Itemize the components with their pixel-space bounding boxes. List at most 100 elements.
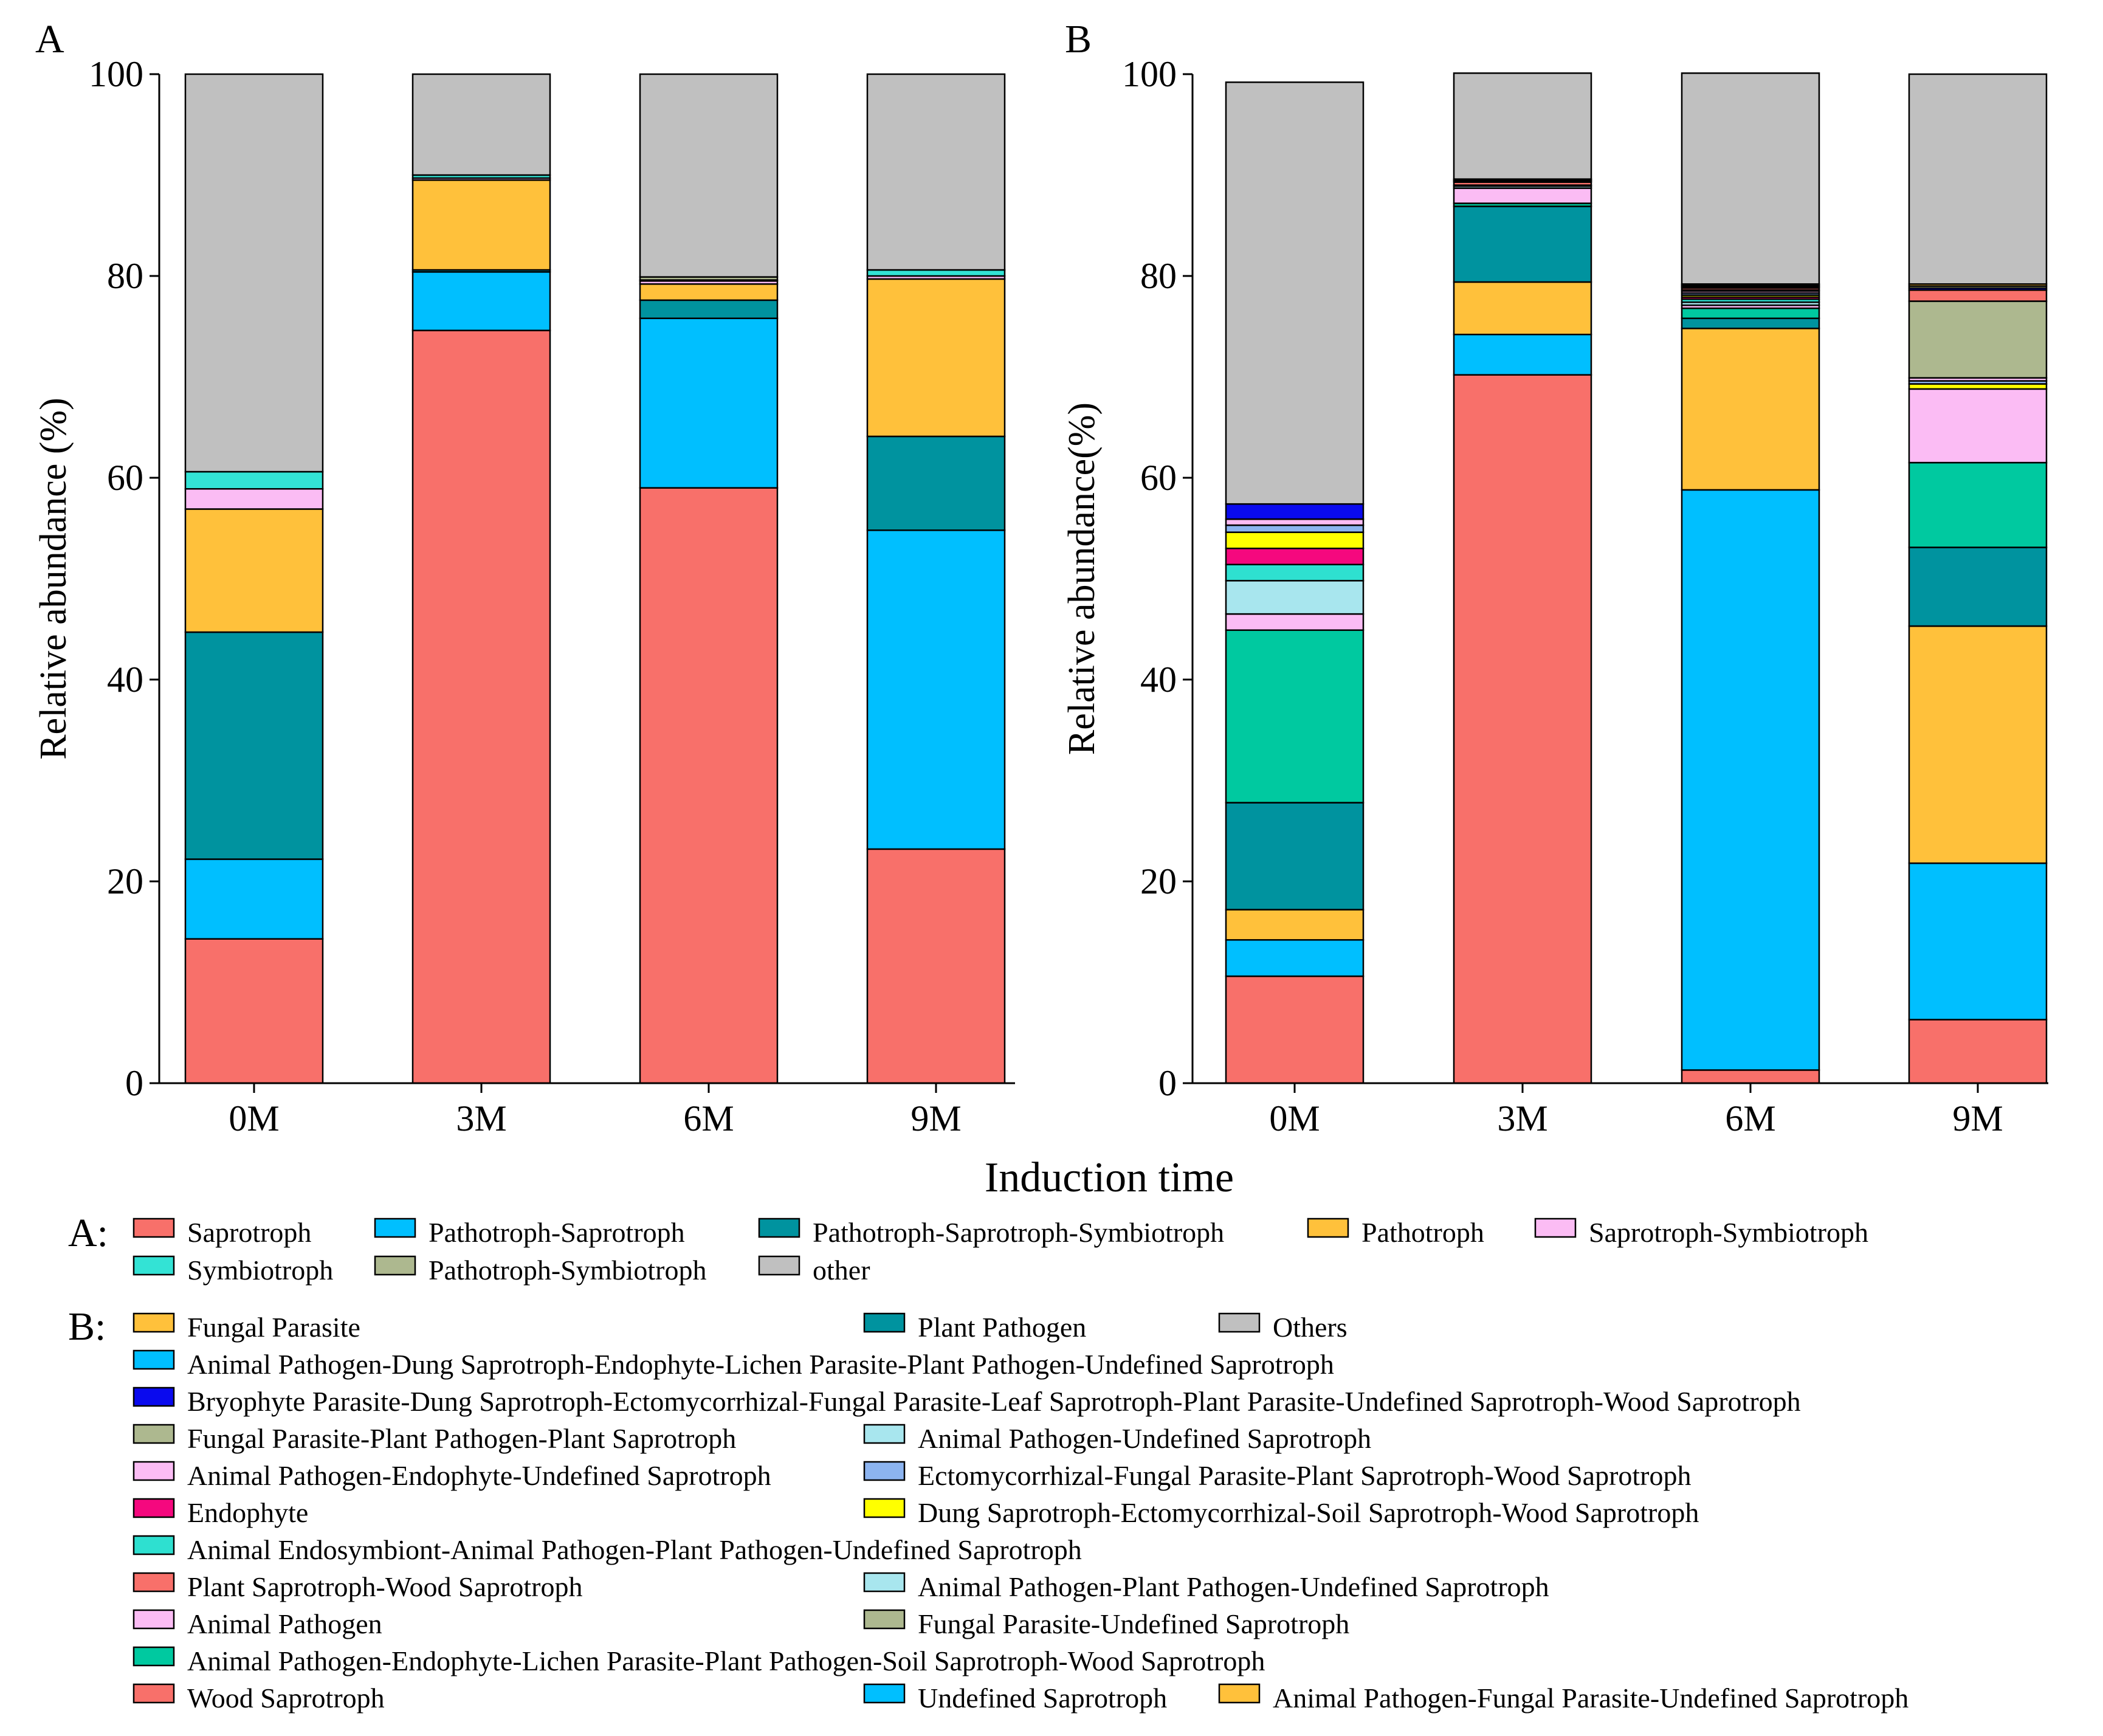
bar-segment-3m-other — [411, 73, 551, 176]
legend-swatch — [133, 1535, 175, 1555]
legend-item-ectomycorrhizal-fungal-parasite-plant-saprotroph-wood-saprotroph: Ectomycorrhizal-Fungal Parasite-Plant Sa… — [863, 1460, 1692, 1491]
x-tick-label-3m: 3M — [456, 1098, 506, 1138]
bar-segment-9m-fungal-parasite-plant-pathogen-plant-saprotroph — [1908, 300, 2048, 379]
bar-segment-6m-other — [639, 73, 779, 278]
bar-segment-6m-pathotroph-saprotroph — [639, 317, 779, 489]
bar-segment-3m-pathotroph — [411, 179, 551, 271]
legend-swatch — [133, 1498, 175, 1518]
legend-swatch — [863, 1683, 906, 1704]
bar-segment-0m-animal-endosymbiont-animal-pathogen-plant-pathogen-undefined-saprotroph — [1225, 563, 1365, 582]
bar-segment-0m-animal-pathogen — [1225, 613, 1365, 631]
bar-segment-0m-dung-saprotroph-ectomycorrhizal-soil-saprotroph-wood-saprotroph — [1225, 531, 1365, 549]
bar-segment-0m-animal-pathogen-undefined-saprotroph — [1225, 580, 1365, 615]
legend-item-endophyte: Endophyte — [133, 1497, 308, 1528]
legend-label: Fungal Parasite-Undefined Saprotroph — [918, 1608, 1349, 1639]
legend-label: Endophyte — [187, 1497, 308, 1528]
legend-label: Pathotroph-Saprotroph-Symbiotroph — [813, 1217, 1224, 1248]
legend-item-saprotroph: Saprotroph — [133, 1217, 311, 1248]
panel-letter-b: B — [1065, 17, 1092, 61]
bar-segment-0m-wood-saprotroph — [1225, 975, 1365, 1084]
panel-b-chart: B 0M 3M 6M 9M 0 20 40 60 80 100 Relative abundance(… — [1061, 17, 2048, 1138]
bar-segment-0m-ectomycorrhizal-fungal-parasite-plant-saprotroph-wood-saprotroph — [1225, 524, 1365, 533]
bar-segment-6m-plant-pathogen — [1681, 317, 1820, 329]
bar-segment-0m-animal-pathogen-endophyte-undefined-saprotroph — [1225, 518, 1365, 526]
legend-item-animal-pathogen-fungal-parasite-undefined-saprotroph: Animal Pathogen-Fungal Parasite-Undefine… — [1218, 1683, 1909, 1714]
y-tick-label-40: 40 — [107, 660, 143, 700]
legend-label: Animal Pathogen-Endophyte-Undefined Sapr… — [187, 1460, 771, 1491]
legend-item-bryophyte-parasite-dung-saprotroph-ectomycorrhizal-fungal-parasite-leaf-saprotroph-plant-parasite-undefined-saprotroph-wood-saprotroph: Bryophyte Parasite-Dung Saprotroph-Ectom… — [133, 1386, 1801, 1417]
legend-label: Bryophyte Parasite-Dung Saprotroph-Ectom… — [187, 1386, 1801, 1417]
legend-swatch — [374, 1255, 416, 1276]
y-tick-label-0: 0 — [125, 1063, 143, 1103]
legend-swatch — [133, 1609, 175, 1630]
panel-a-chart: A 0M 3M 6M 9M 0 20 40 60 80 100 Relative abundance … — [33, 17, 1015, 1138]
bar-segment-9m-symbiotroph — [866, 269, 1006, 277]
legend-item-pathotroph-saprotroph-symbiotroph: Pathotroph-Saprotroph-Symbiotroph — [758, 1217, 1224, 1248]
bar-segment-9m-saprotroph — [866, 848, 1006, 1084]
legend-swatch — [133, 1461, 175, 1481]
legend-swatch — [863, 1609, 906, 1630]
bar-segment-6m-animal-pathogen-endophyte-lichen-parasite-plant-pathogen-soil-saprotroph-wood-saprotroph — [1681, 307, 1820, 319]
legend-label: Symbiotroph — [187, 1255, 333, 1286]
y-tick-label-0: 0 — [1158, 1063, 1177, 1103]
legend-label: Plant Pathogen — [918, 1312, 1086, 1343]
legend-panel-b: B: Fungal Parasite Plant Pathogen Others Ani… — [68, 1304, 1909, 1714]
legend-label: Fungal Parasite-Plant Pathogen-Plant Sap… — [187, 1423, 736, 1454]
legend-label: other — [813, 1255, 870, 1286]
legend-item-animal-pathogen-dung-saprotroph-endophyte-lichen-parasite-plant-pathogen-undefined-saprotroph: Animal Pathogen-Dung Saprotroph-Endophyt… — [133, 1349, 1334, 1380]
y-tick-label-20: 20 — [107, 861, 143, 901]
bar-segment-6m-wood-saprotroph — [1681, 1069, 1820, 1084]
legend-item-animal-pathogen-endophyte-undefined-saprotroph: Animal Pathogen-Endophyte-Undefined Sapr… — [133, 1460, 771, 1491]
bar-segment-0m-pathotroph-saprotroph-symbiotroph — [184, 631, 324, 860]
legend-swatch — [133, 1424, 175, 1444]
bar-segment-6m-pathotroph — [639, 283, 779, 301]
bar-segment-6m-animal-pathogen-fungal-parasite-undefined-saprotroph — [1681, 328, 1820, 491]
legend-item-other: other — [758, 1255, 870, 1286]
legend-item-pathotroph: Pathotroph — [1307, 1217, 1484, 1248]
legend-item-undefined-saprotroph: Undefined Saprotroph — [863, 1683, 1167, 1714]
legend-prefix-b: B: — [68, 1304, 106, 1349]
legend-panel-a: A: Saprotroph Pathotroph-Saprotroph Pathotr… — [68, 1211, 1868, 1286]
bar-segment-0m-undefined-saprotroph — [1225, 939, 1365, 977]
y-tick-label-40: 40 — [1140, 660, 1177, 700]
bar-segment-3m-plant-pathogen — [1453, 205, 1592, 283]
y-tick-label-100: 100 — [89, 54, 143, 94]
bar-segment-9m-wood-saprotroph — [1908, 1019, 2048, 1084]
legend-swatch — [133, 1312, 175, 1333]
legend-prefix-a: A: — [68, 1211, 108, 1255]
bar-segment-0m-saprotroph-symbiotroph — [184, 488, 324, 510]
legend-item-saprotroph-symbiotroph: Saprotroph-Symbiotroph — [1534, 1217, 1868, 1248]
bar-segment-3m-animal-pathogen-fungal-parasite-undefined-saprotroph — [1453, 281, 1592, 336]
legend-label: Others — [1273, 1312, 1348, 1343]
x-tick-label-3m: 3M — [1497, 1098, 1547, 1138]
legend-swatch — [374, 1218, 416, 1238]
legend-label: Pathotroph-Saprotroph — [429, 1217, 685, 1248]
legend-label: Plant Saprotroph-Wood Saprotroph — [187, 1571, 582, 1602]
legend-label: Animal Pathogen — [187, 1608, 382, 1639]
bar-segment-0m-pathotroph-saprotroph — [184, 858, 324, 940]
legend-swatch — [758, 1255, 800, 1276]
bar-segment-9m-pathotroph-saprotroph — [866, 529, 1006, 850]
y-tick-label-60: 60 — [107, 458, 143, 498]
bar-segment-6m-saprotroph — [639, 487, 779, 1084]
legend-label: Animal Pathogen-Plant Pathogen-Undefined… — [918, 1571, 1549, 1602]
legend-item-animal-pathogen-plant-pathogen-undefined-saprotroph: Animal Pathogen-Plant Pathogen-Undefined… — [863, 1571, 1549, 1602]
bar-segment-0m-others — [1225, 81, 1365, 505]
y-axis-title: Relative abundance(%) — [1061, 402, 1103, 755]
legend-label: Fungal Parasite — [187, 1312, 360, 1343]
legend-item-others: Others — [1218, 1312, 1348, 1343]
x-tick-label-0m: 0M — [229, 1098, 279, 1138]
x-tick-label-0m: 0M — [1269, 1098, 1320, 1138]
legend-swatch — [863, 1312, 906, 1333]
panel-letter-a: A — [35, 17, 64, 61]
legend-item-animal-endosymbiont-animal-pathogen-plant-pathogen-undefined-saprotroph: Animal Endosymbiont-Animal Pathogen-Plan… — [133, 1534, 1082, 1565]
legend-label: Wood Saprotroph — [187, 1683, 385, 1714]
bar-segment-9m-plant-saprotroph-wood-saprotroph — [1908, 289, 2048, 302]
legend-label: Animal Pathogen-Endophyte-Lichen Parasit… — [187, 1645, 1265, 1676]
bar-segment-9m-other — [866, 73, 1006, 271]
legend-swatch — [1218, 1312, 1261, 1333]
bar-segment-6m-others — [1681, 72, 1820, 285]
legend-swatch — [1307, 1218, 1349, 1238]
legend-swatch — [863, 1461, 906, 1481]
legend-item-wood-saprotroph: Wood Saprotroph — [133, 1683, 385, 1714]
